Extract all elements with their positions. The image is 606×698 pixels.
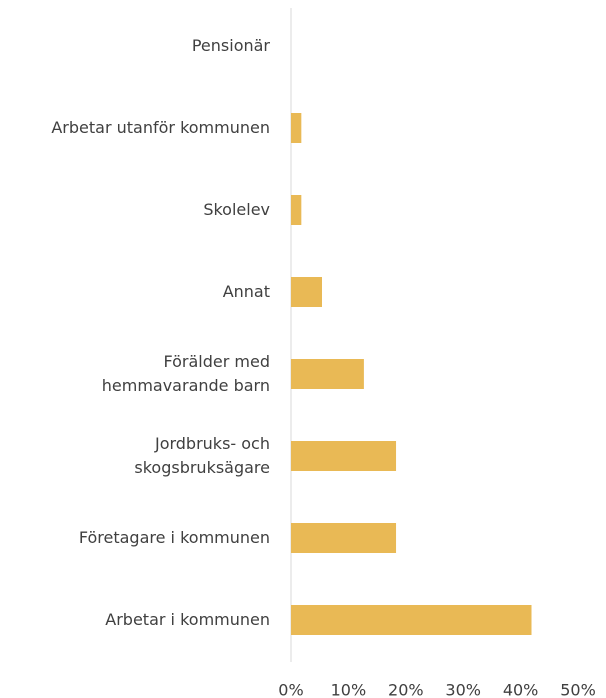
y-tick-label: Pensionär xyxy=(191,36,270,55)
bar xyxy=(291,359,364,389)
bar xyxy=(291,441,397,471)
y-tick-label: Arbetar i kommunen xyxy=(105,610,270,629)
bar xyxy=(291,195,302,225)
y-tick-label: Företagare i kommunen xyxy=(78,528,270,547)
x-tick-label: 30% xyxy=(445,680,481,698)
x-tick-label: 20% xyxy=(388,680,424,698)
bar xyxy=(291,277,322,307)
x-tick-label: 40% xyxy=(502,680,539,698)
x-tick-label: 10% xyxy=(330,680,367,698)
y-tick-label: Skolelev xyxy=(203,200,270,219)
y-tick-label: Jordbruks- och skogsbruksägare xyxy=(134,434,270,477)
bar xyxy=(291,113,302,143)
y-tick-label: Annat xyxy=(222,282,270,301)
bar xyxy=(291,605,532,635)
x-tick-label: 0% xyxy=(278,680,304,698)
y-tick-label: Förälder med hemmavarande barn xyxy=(101,352,270,395)
x-tick-label: 50% xyxy=(560,680,596,698)
y-tick-label: Arbetar utanför kommunen xyxy=(51,118,270,137)
bar xyxy=(291,523,397,553)
